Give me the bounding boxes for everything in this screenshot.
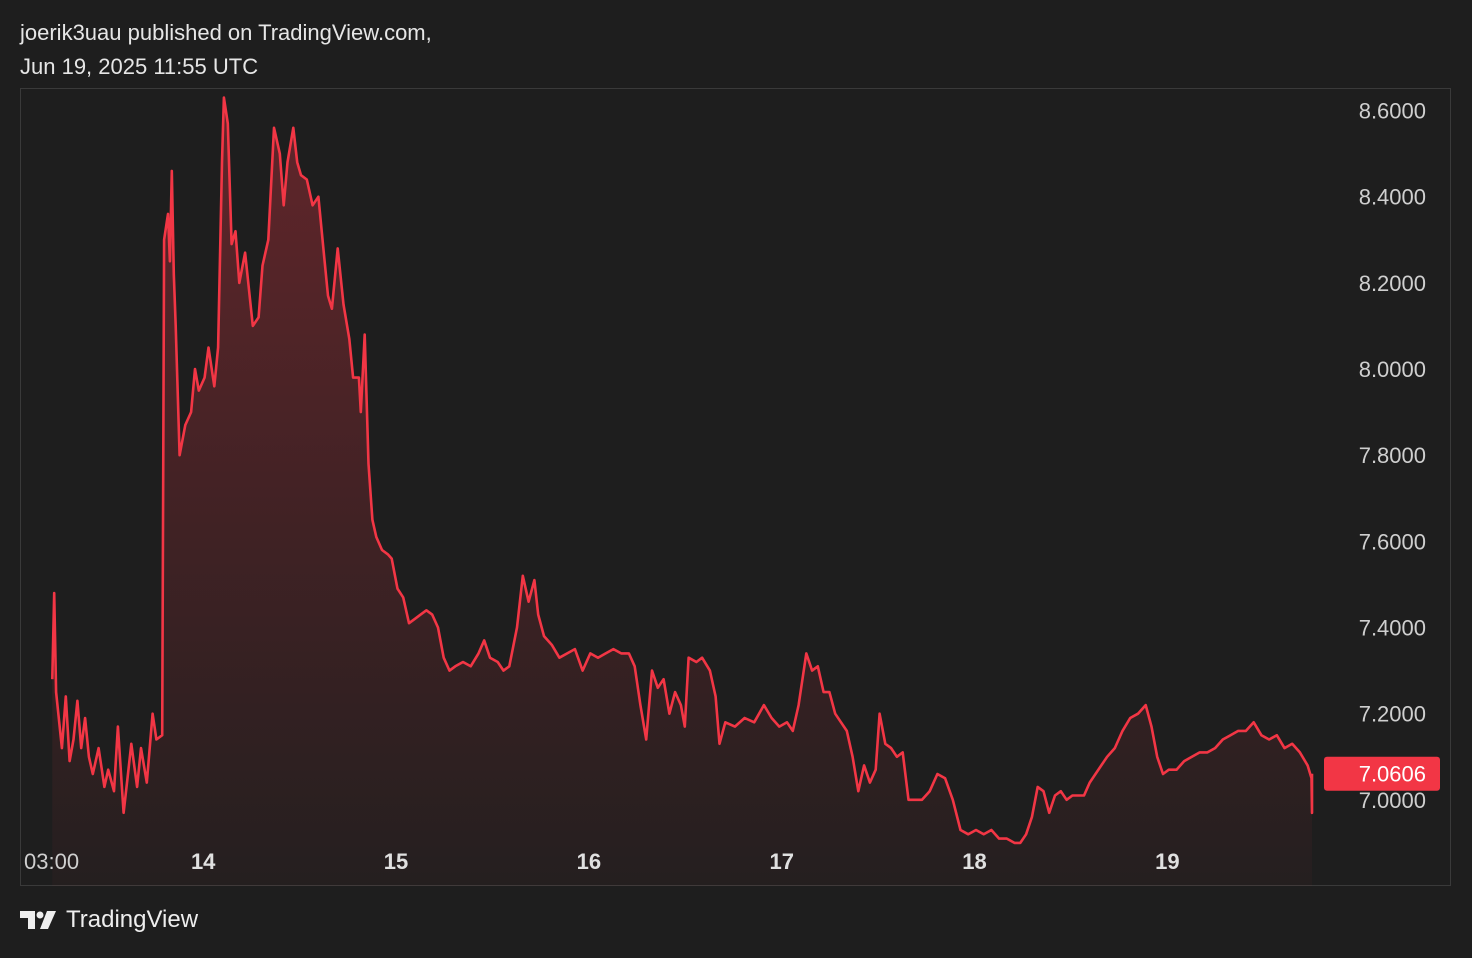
x-tick-label: 18 — [962, 849, 986, 874]
x-tick-label: 14 — [191, 849, 216, 874]
y-tick-label: 8.4000 — [1359, 185, 1426, 210]
y-tick-label: 7.2000 — [1359, 702, 1426, 727]
y-tick-label: 7.6000 — [1359, 529, 1426, 554]
y-tick-label: 7.0000 — [1359, 788, 1426, 813]
y-tick-label: 7.4000 — [1359, 616, 1426, 641]
brand-name: TradingView — [66, 906, 199, 933]
last-price-badge — [1324, 756, 1440, 791]
price-line — [51, 96, 1314, 845]
x-tick-label: 19 — [1155, 849, 1179, 874]
tradingview-logo-icon — [20, 911, 56, 929]
y-tick-label: 8.2000 — [1359, 271, 1426, 296]
x-tick-label: 03:00 — [24, 849, 79, 874]
y-tick-label: 8.6000 — [1359, 99, 1426, 124]
price-area-fill — [52, 97, 1312, 887]
publish-date: Jun 19, 2025 11:55 UTC — [20, 54, 259, 79]
publish-info: joerik3uau published on TradingView.com,… — [20, 16, 432, 84]
y-tick-label: 7.8000 — [1359, 443, 1426, 468]
y-tick-label: 8.0000 — [1359, 357, 1426, 382]
footer: TradingView — [20, 906, 198, 934]
x-tick-label: 17 — [769, 849, 793, 874]
x-tick-label: 15 — [384, 849, 408, 874]
last-price-label: 7.0606 — [1359, 762, 1426, 787]
x-tick-label: 16 — [577, 849, 601, 874]
publisher-line: joerik3uau published on TradingView.com, — [20, 20, 432, 45]
